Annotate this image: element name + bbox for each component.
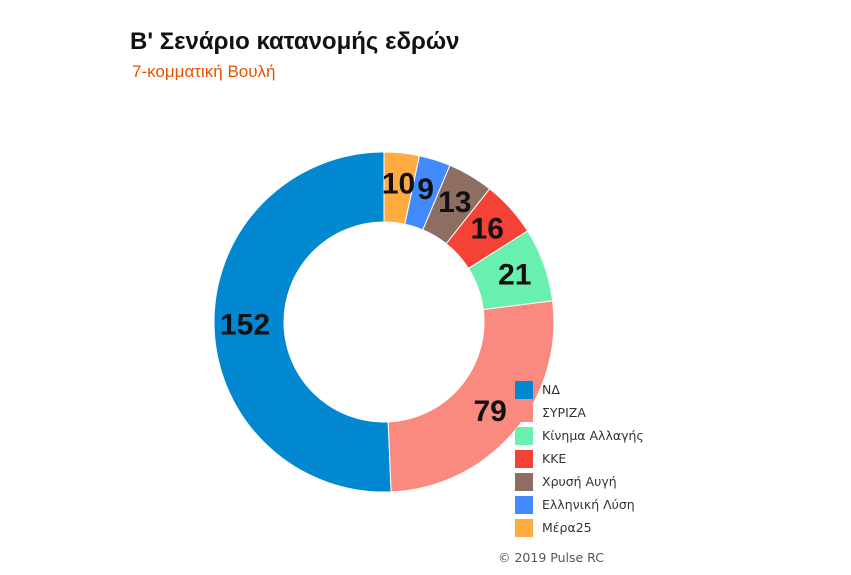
- slice-label-1: 79: [473, 395, 506, 428]
- chart-legend: ΝΔ ΣΥΡΙΖΑ Κίνημα Αλλαγής ΚΚΕ Χρυσή Αυγή Ελλην…: [515, 378, 644, 539]
- slice-6: [383, 151, 420, 225]
- legend-item: Κίνημα Αλλαγής: [515, 424, 644, 447]
- slice-label-0: 152: [220, 308, 270, 341]
- slice-label-6: 10: [382, 167, 415, 200]
- legend-swatch: [515, 449, 533, 468]
- slice-label-2: 21: [498, 258, 531, 291]
- legend-item: Ελληνική Λύση: [515, 493, 644, 516]
- slice-label-4: 13: [438, 186, 471, 219]
- slice-0: [213, 151, 392, 493]
- legend-swatch: [515, 426, 533, 445]
- legend-label: ΝΔ: [542, 382, 560, 397]
- chart-subtitle: 7-κομματική Βουλή: [132, 62, 276, 81]
- legend-swatch: [515, 518, 533, 537]
- legend-swatch: [515, 380, 533, 399]
- slice-1: [387, 300, 555, 493]
- legend-label: Χρυσή Αυγή: [542, 474, 617, 489]
- legend-swatch: [515, 495, 533, 514]
- legend-label: ΣΥΡΙΖΑ: [542, 405, 586, 420]
- chart-title: Β' Σενάριο κατανομής εδρών: [130, 28, 460, 55]
- legend-item: ΝΔ: [515, 378, 644, 401]
- legend-label: Μέρα25: [542, 520, 592, 535]
- legend-label: Κίνημα Αλλαγής: [542, 428, 644, 443]
- legend-item: ΣΥΡΙΖΑ: [515, 401, 644, 424]
- slice-label-5: 9: [417, 173, 434, 206]
- legend-item: Μέρα25: [515, 516, 644, 539]
- legend-item: ΚΚΕ: [515, 447, 644, 470]
- legend-label: Ελληνική Λύση: [542, 497, 635, 512]
- copyright-text: © 2019 Pulse RC: [498, 550, 604, 565]
- legend-label: ΚΚΕ: [542, 451, 567, 466]
- legend-swatch: [515, 472, 533, 491]
- legend-swatch: [515, 403, 533, 422]
- legend-item: Χρυσή Αυγή: [515, 470, 644, 493]
- slice-label-3: 16: [471, 212, 504, 245]
